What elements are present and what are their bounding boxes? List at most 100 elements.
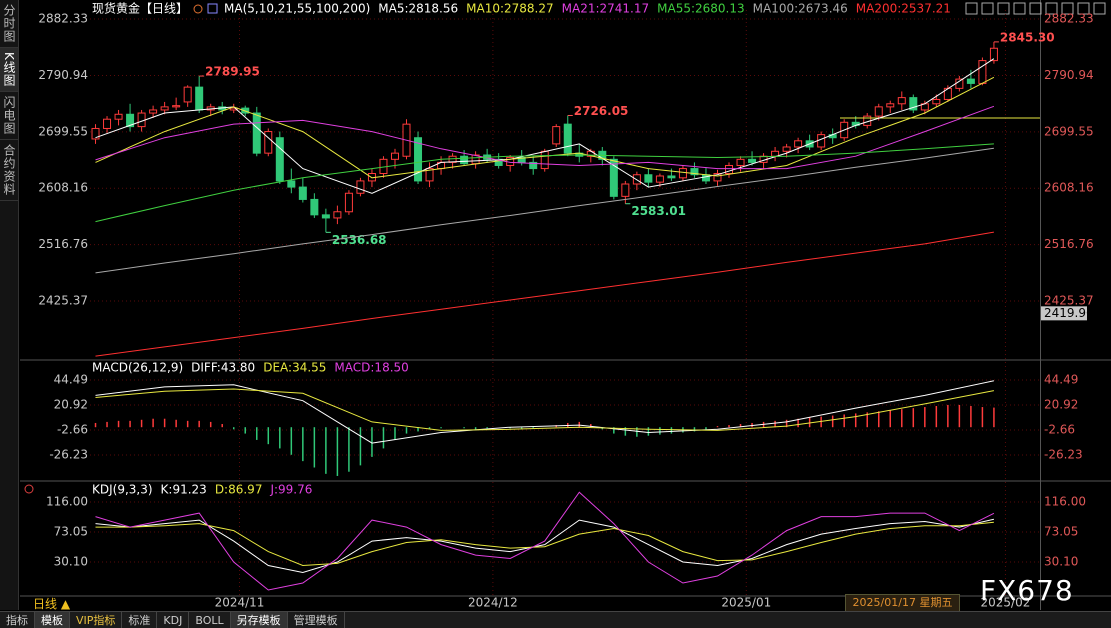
candle-body xyxy=(713,173,722,182)
y-tick-label: -2.66 xyxy=(1044,423,1075,437)
y-tick-label: 2790.94 xyxy=(38,68,88,82)
y-tick-label: 2699.55 xyxy=(1044,124,1094,138)
candle-body xyxy=(782,146,791,152)
x-tick-label: 2024/11 xyxy=(215,596,265,610)
y-tick-label: 116.00 xyxy=(1044,494,1086,508)
candle-body xyxy=(252,112,261,154)
tab[interactable]: 管理模板 xyxy=(288,612,345,628)
tool-icon[interactable] xyxy=(1077,2,1090,15)
candle-body xyxy=(886,103,895,108)
bottom-tabs: 指标 模板 VIP指标 标准 KDJ BOLL 另存模板 管理模板 xyxy=(0,611,1111,628)
candle-body xyxy=(736,158,745,166)
tool-icon[interactable] xyxy=(1029,2,1042,15)
tab[interactable]: 另存模板 xyxy=(230,612,288,628)
candle-body xyxy=(621,183,630,197)
legend-entry: MACD:18.50 xyxy=(334,361,408,375)
legend-entry: MA200:2537.21 xyxy=(856,2,951,16)
x-tick-label: 2025/01 xyxy=(721,596,771,610)
candle-body xyxy=(310,198,319,216)
candle-body xyxy=(149,109,158,114)
series-line xyxy=(95,231,994,357)
side-tab[interactable]: 合约资料 xyxy=(0,140,18,201)
series-line xyxy=(95,521,994,567)
period-selector[interactable]: 日线 ▲ xyxy=(33,597,71,611)
settings-icon[interactable] xyxy=(24,484,34,494)
series-line xyxy=(95,518,995,574)
candle-body xyxy=(390,152,399,160)
y-tick-label: 2882.33 xyxy=(1044,12,1094,26)
legend-entry: MA55:2680.13 xyxy=(657,2,745,16)
sidebar: 分时图 K线图 闪电图 合约资料 xyxy=(0,0,19,610)
candle-body xyxy=(932,98,941,105)
candle-body xyxy=(794,140,803,148)
panel-title: MACD(26,12,9) xyxy=(92,361,183,375)
y-tick-label: 44.49 xyxy=(54,373,88,387)
y-tick-label: 2608.16 xyxy=(1044,181,1094,195)
y-tick-label: 2516.76 xyxy=(38,237,88,251)
annotation: 2536.68 xyxy=(332,233,387,247)
price-marker-box xyxy=(1041,306,1087,321)
legend-entry: DIFF:43.80 xyxy=(191,361,255,375)
candle-body xyxy=(609,158,618,197)
candle-body xyxy=(114,113,123,120)
panel-title: 现货黄金【日线】 xyxy=(92,1,188,16)
y-tick-label: 2608.16 xyxy=(38,181,88,195)
candle-body xyxy=(517,156,526,163)
y-tick-label: 2516.76 xyxy=(1044,237,1094,251)
side-tab[interactable]: 分时图 xyxy=(0,0,18,48)
candle-body xyxy=(126,113,135,128)
y-tick-label: 2425.37 xyxy=(38,294,88,308)
candle-body xyxy=(563,123,572,154)
tab[interactable]: 模板 xyxy=(35,612,70,628)
y-tick-label: 20.92 xyxy=(1044,398,1078,412)
tool-icon[interactable] xyxy=(1013,2,1026,15)
candle-body xyxy=(897,97,906,105)
tool-icon[interactable] xyxy=(1045,2,1058,15)
tab[interactable]: 指标 xyxy=(0,612,35,628)
cursor-date: 2025/01/17 星期五 xyxy=(845,594,960,612)
legend-entry: MA10:2788.27 xyxy=(466,2,554,16)
series-line xyxy=(95,105,995,170)
candle-body xyxy=(701,174,710,182)
series-line xyxy=(95,58,995,194)
tool-icon[interactable] xyxy=(1061,2,1074,15)
side-tab[interactable]: 闪电图 xyxy=(0,92,18,140)
candle-body xyxy=(287,180,296,188)
tool-icon[interactable] xyxy=(997,2,1010,15)
x-tick-label: 2024/12 xyxy=(468,596,518,610)
y-tick-label: 30.10 xyxy=(1044,554,1078,568)
candle-body xyxy=(425,168,434,182)
candle-body xyxy=(540,150,549,170)
y-tick-label: 44.49 xyxy=(1044,373,1078,387)
series-line xyxy=(95,491,995,591)
candle-body xyxy=(172,105,181,108)
tab[interactable]: 标准 xyxy=(122,612,158,628)
candle-body xyxy=(414,137,423,182)
y-tick-label: -26.23 xyxy=(1044,448,1083,462)
candle-body xyxy=(275,137,284,182)
y-tick-label: 2790.94 xyxy=(1044,68,1094,82)
tool-icon[interactable] xyxy=(1093,2,1106,15)
candle-body xyxy=(183,86,192,103)
tool-icon[interactable] xyxy=(981,2,994,15)
annotation: 2726.05 xyxy=(574,104,629,118)
tab[interactable]: VIP指标 xyxy=(70,612,123,628)
candle-body xyxy=(344,192,353,213)
toolbar[interactable] xyxy=(965,2,1106,15)
candle-body xyxy=(264,131,273,154)
candle-body xyxy=(460,155,469,165)
annotation: 2583.01 xyxy=(631,204,686,218)
candle-body xyxy=(91,127,100,140)
y-tick-label: 73.05 xyxy=(54,524,88,538)
candle-body xyxy=(321,214,330,219)
legend-entry: MA21:2741.17 xyxy=(562,2,650,16)
tab[interactable]: KDJ xyxy=(157,612,190,628)
panel-title: KDJ(9,3,3) xyxy=(92,483,153,497)
series-line xyxy=(95,380,995,444)
y-tick-label: 20.92 xyxy=(54,398,88,412)
side-tab[interactable]: K线图 xyxy=(0,48,18,92)
tab[interactable]: BOLL xyxy=(189,612,231,628)
y-tick-label: 30.10 xyxy=(54,554,88,568)
tool-icon[interactable] xyxy=(965,2,978,15)
